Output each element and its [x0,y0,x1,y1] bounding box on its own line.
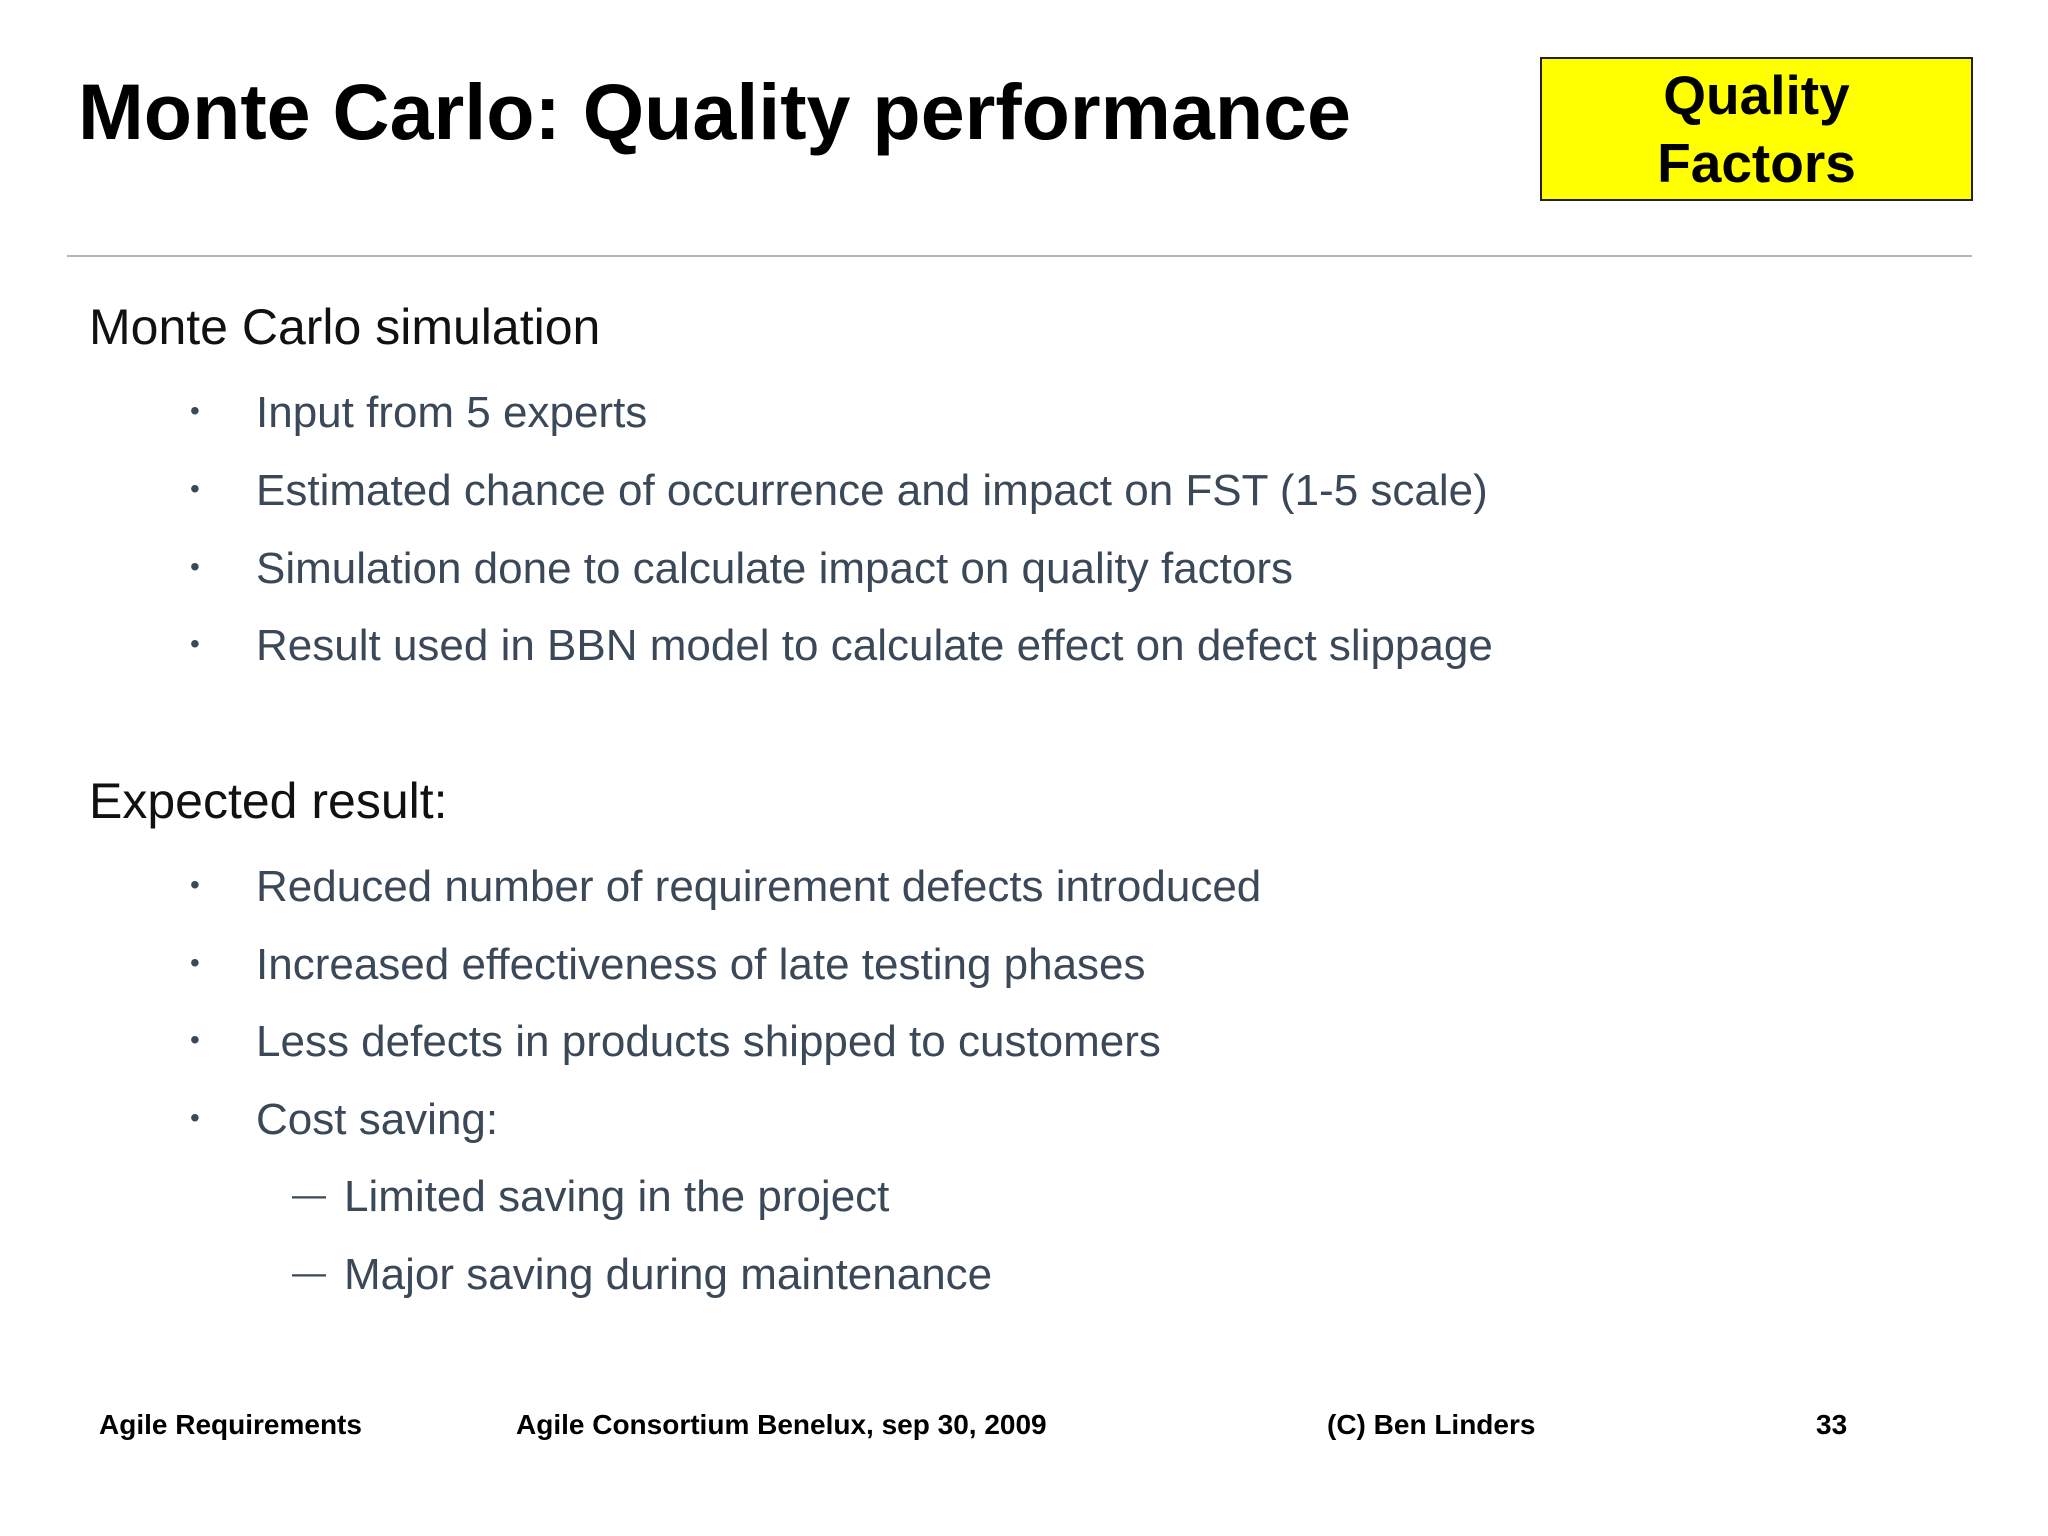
footer-page-number: 33 [1816,1409,1848,1440]
bullet-text: Increased effectiveness of late testing … [256,940,1146,989]
bullet-icon: • [190,395,200,426]
bullet-icon: • [190,551,200,582]
slide-title: Monte Carlo: Quality performance [78,67,1351,156]
section-heading-simulation: Monte Carlo simulation [89,299,601,355]
bullet-text: Cost saving: [256,1095,499,1144]
sub-bullet-text: Major saving during maintenance [344,1250,993,1299]
bullet-text: Simulation done to calculate impact on q… [256,544,1294,593]
bullet-icon: • [190,1102,200,1133]
bullet-icon: • [190,473,200,504]
section-heading-expected-result: Expected result: [89,773,448,829]
bullet-text: Estimated chance of occurrence and impac… [256,466,1488,515]
bullet-icon: • [190,1024,200,1055]
badge-line-2: Factors [1657,132,1856,194]
dash-icon: — [292,1176,326,1214]
bullet-text: Reduced number of requirement defects in… [256,862,1262,911]
bullet-icon: • [190,947,200,978]
bullet-icon: • [190,628,200,659]
sub-bullet-text: Limited saving in the project [344,1172,890,1221]
bullet-text: Input from 5 experts [256,388,648,437]
title-divider [67,255,1972,257]
footer-copyright: (C) Ben Linders [1327,1409,1536,1440]
badge-line-1: Quality [1663,64,1850,126]
footer-event: Agile Consortium Benelux, sep 30, 2009 [516,1409,1047,1440]
bullet-text: Result used in BBN model to calculate ef… [256,621,1493,670]
bullet-text: Less defects in products shipped to cust… [256,1017,1161,1066]
bullet-icon: • [190,869,200,900]
dash-icon: — [292,1254,326,1292]
quality-factors-badge: Quality Factors [1540,57,1973,201]
footer-presentation-name: Agile Requirements [99,1409,362,1440]
